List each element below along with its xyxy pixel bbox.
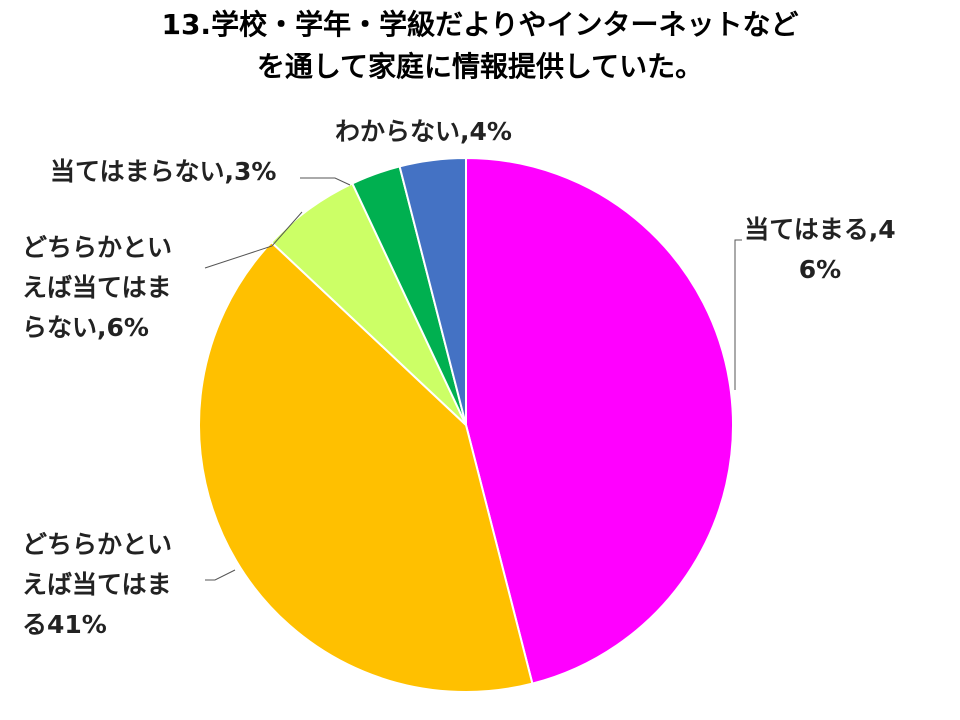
value-label: 41% [47,610,107,639]
leader-line [205,569,236,581]
value-label: ,6% [97,313,149,342]
leader-line [204,211,303,269]
data-label: 当てはまる,46% [735,210,905,290]
leader-line [734,239,742,390]
data-label: どちらかといえば当てはまる41% [22,525,190,645]
value-label: ,46% [798,215,896,284]
category-label: わからない [335,117,461,146]
data-label: どちらかといえば当てはまらない,6% [22,228,190,348]
pie-slice [465,156,735,685]
category-label: どちらかといえば当てはまらない [22,233,173,342]
value-label: ,3% [224,157,277,186]
category-label: どちらかといえば当てはまる [22,530,173,639]
pie-slice [398,156,467,426]
value-label: ,4% [460,117,512,146]
leader-line [300,177,351,186]
pie-slice [198,240,534,693]
category-label: 当てはまる [744,215,869,244]
data-label: わからない,4% [335,112,565,152]
data-label: 当てはまらない,3% [50,152,310,192]
category-label: 当てはまらない [50,157,225,186]
chart-title: 13.学校・学年・学級だよりやインターネットなどを通して家庭に情報提供していた。 [161,8,799,83]
